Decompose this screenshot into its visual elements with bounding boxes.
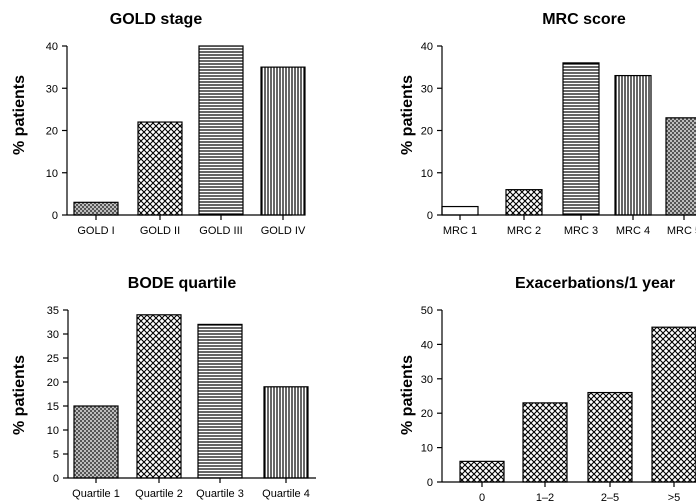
bar-quartile-3 — [197, 323, 243, 479]
x-tick-label-gold-ii: GOLD II — [140, 225, 180, 237]
bar-gold-iv — [260, 66, 306, 216]
y-tick-label-30: 30 — [421, 83, 433, 95]
y-tick-label-50: 50 — [421, 305, 433, 317]
bar-quartile-4 — [263, 386, 309, 479]
y-tick-label-30: 30 — [46, 83, 58, 95]
y-tick-label-0: 0 — [427, 210, 433, 222]
bar-gold-iii — [198, 45, 244, 216]
x-tick-label-mrc-1: MRC 1 — [443, 225, 477, 237]
y-tick-label-15: 15 — [47, 401, 59, 413]
x-tick-label-mrc-4: MRC 4 — [616, 225, 650, 237]
y-tick-label-10: 10 — [421, 443, 433, 455]
x-tick-label-quartile-4: Quartile 4 — [262, 488, 310, 500]
y-tick-label-0: 0 — [427, 477, 433, 489]
x-tick-label-quartile-1: Quartile 1 — [72, 488, 120, 500]
bar-2-5 — [587, 391, 633, 483]
y-axis-label: % patients — [399, 355, 416, 435]
y-tick-label-40: 40 — [46, 41, 58, 53]
x-tick-label-quartile-3: Quartile 3 — [196, 488, 244, 500]
chart-exacerbations: Exacerbations/1 year % patients 0 1–2 2–5 >5 0… — [399, 275, 696, 504]
y-tick-label-20: 20 — [47, 377, 59, 389]
x-tick-label-0: 0 — [479, 492, 485, 504]
y-tick-label-20: 20 — [421, 126, 433, 138]
y-axis-label: % patients — [399, 75, 416, 155]
bar-mrc-3 — [562, 62, 600, 216]
chart-title: MRC score — [542, 11, 626, 28]
x-tick-label-gold-iv: GOLD IV — [261, 225, 306, 237]
y-tick-label-10: 10 — [46, 168, 58, 180]
bar-mrc-5 — [665, 117, 696, 216]
y-tick-label-20: 20 — [421, 408, 433, 420]
chart-mrc-score: MRC score % patients MRC 1 MRC 2 MRC 3 MRC 4 M… — [399, 11, 696, 237]
x-tick-label-gold-iii: GOLD III — [199, 225, 242, 237]
y-axis-label: % patients — [11, 75, 28, 155]
bar-gold-i — [73, 201, 119, 216]
x-tick-label-2-5: 2–5 — [601, 492, 619, 504]
bar-gold-ii — [137, 121, 183, 216]
y-tick-label-20: 20 — [46, 126, 58, 138]
chart-title: Exacerbations/1 year — [515, 275, 675, 292]
chart-title: GOLD stage — [110, 11, 203, 28]
y-tick-label-30: 30 — [421, 374, 433, 386]
chart-title: BODE quartile — [128, 275, 237, 292]
y-tick-label-35: 35 — [47, 305, 59, 317]
chart-bode-quartile: BODE quartile % patients Quartile 1 Quartil… — [11, 275, 316, 500]
y-tick-label-40: 40 — [421, 41, 433, 53]
y-tick-label-30: 30 — [47, 329, 59, 341]
y-tick-label-0: 0 — [53, 473, 59, 485]
y-axis-label: % patients — [11, 355, 28, 435]
x-tick-label-gold-i: GOLD I — [77, 225, 114, 237]
x-tick-label-mrc-2: MRC 2 — [507, 225, 541, 237]
x-tick-label-1-2: 1–2 — [536, 492, 554, 504]
bar-quartile-1 — [73, 405, 119, 479]
x-tick-label-quartile-2: Quartile 2 — [135, 488, 183, 500]
bar-1-2 — [522, 402, 568, 483]
y-tick-label-5: 5 — [53, 449, 59, 461]
y-tick-label-25: 25 — [47, 353, 59, 365]
bar-mrc-4 — [614, 74, 652, 216]
x-tick-label-mrc-3: MRC 3 — [564, 225, 598, 237]
x-tick-label-5: >5 — [668, 492, 681, 504]
y-tick-label-10: 10 — [47, 425, 59, 437]
bar-mrc-1 — [441, 205, 479, 216]
bar-quartile-2 — [136, 314, 182, 479]
y-tick-label-0: 0 — [52, 210, 58, 222]
y-tick-label-40: 40 — [421, 339, 433, 351]
chart-gold-stage: GOLD stage % patients GOLD I GOLD II GOLD II… — [11, 11, 306, 237]
bar-mrc-2 — [505, 189, 543, 216]
bar-0 — [459, 460, 505, 483]
bar-5 — [651, 326, 696, 483]
y-tick-label-10: 10 — [421, 168, 433, 180]
x-tick-label-mrc-5: MRC 5 — [667, 225, 696, 237]
